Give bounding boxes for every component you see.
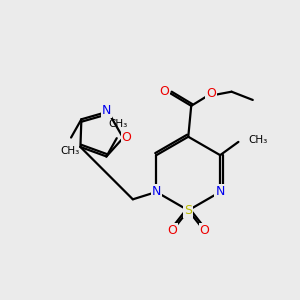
Text: S: S xyxy=(184,204,192,217)
Text: CH₃: CH₃ xyxy=(249,135,268,146)
Text: O: O xyxy=(206,87,216,100)
Text: N: N xyxy=(152,185,161,199)
Text: CH₃: CH₃ xyxy=(109,119,128,129)
Text: CH₃: CH₃ xyxy=(60,146,79,156)
Text: O: O xyxy=(122,131,132,144)
Text: N: N xyxy=(215,185,225,199)
Text: O: O xyxy=(200,224,209,238)
Text: O: O xyxy=(167,224,177,238)
Text: O: O xyxy=(159,85,169,98)
Text: N: N xyxy=(102,104,111,117)
